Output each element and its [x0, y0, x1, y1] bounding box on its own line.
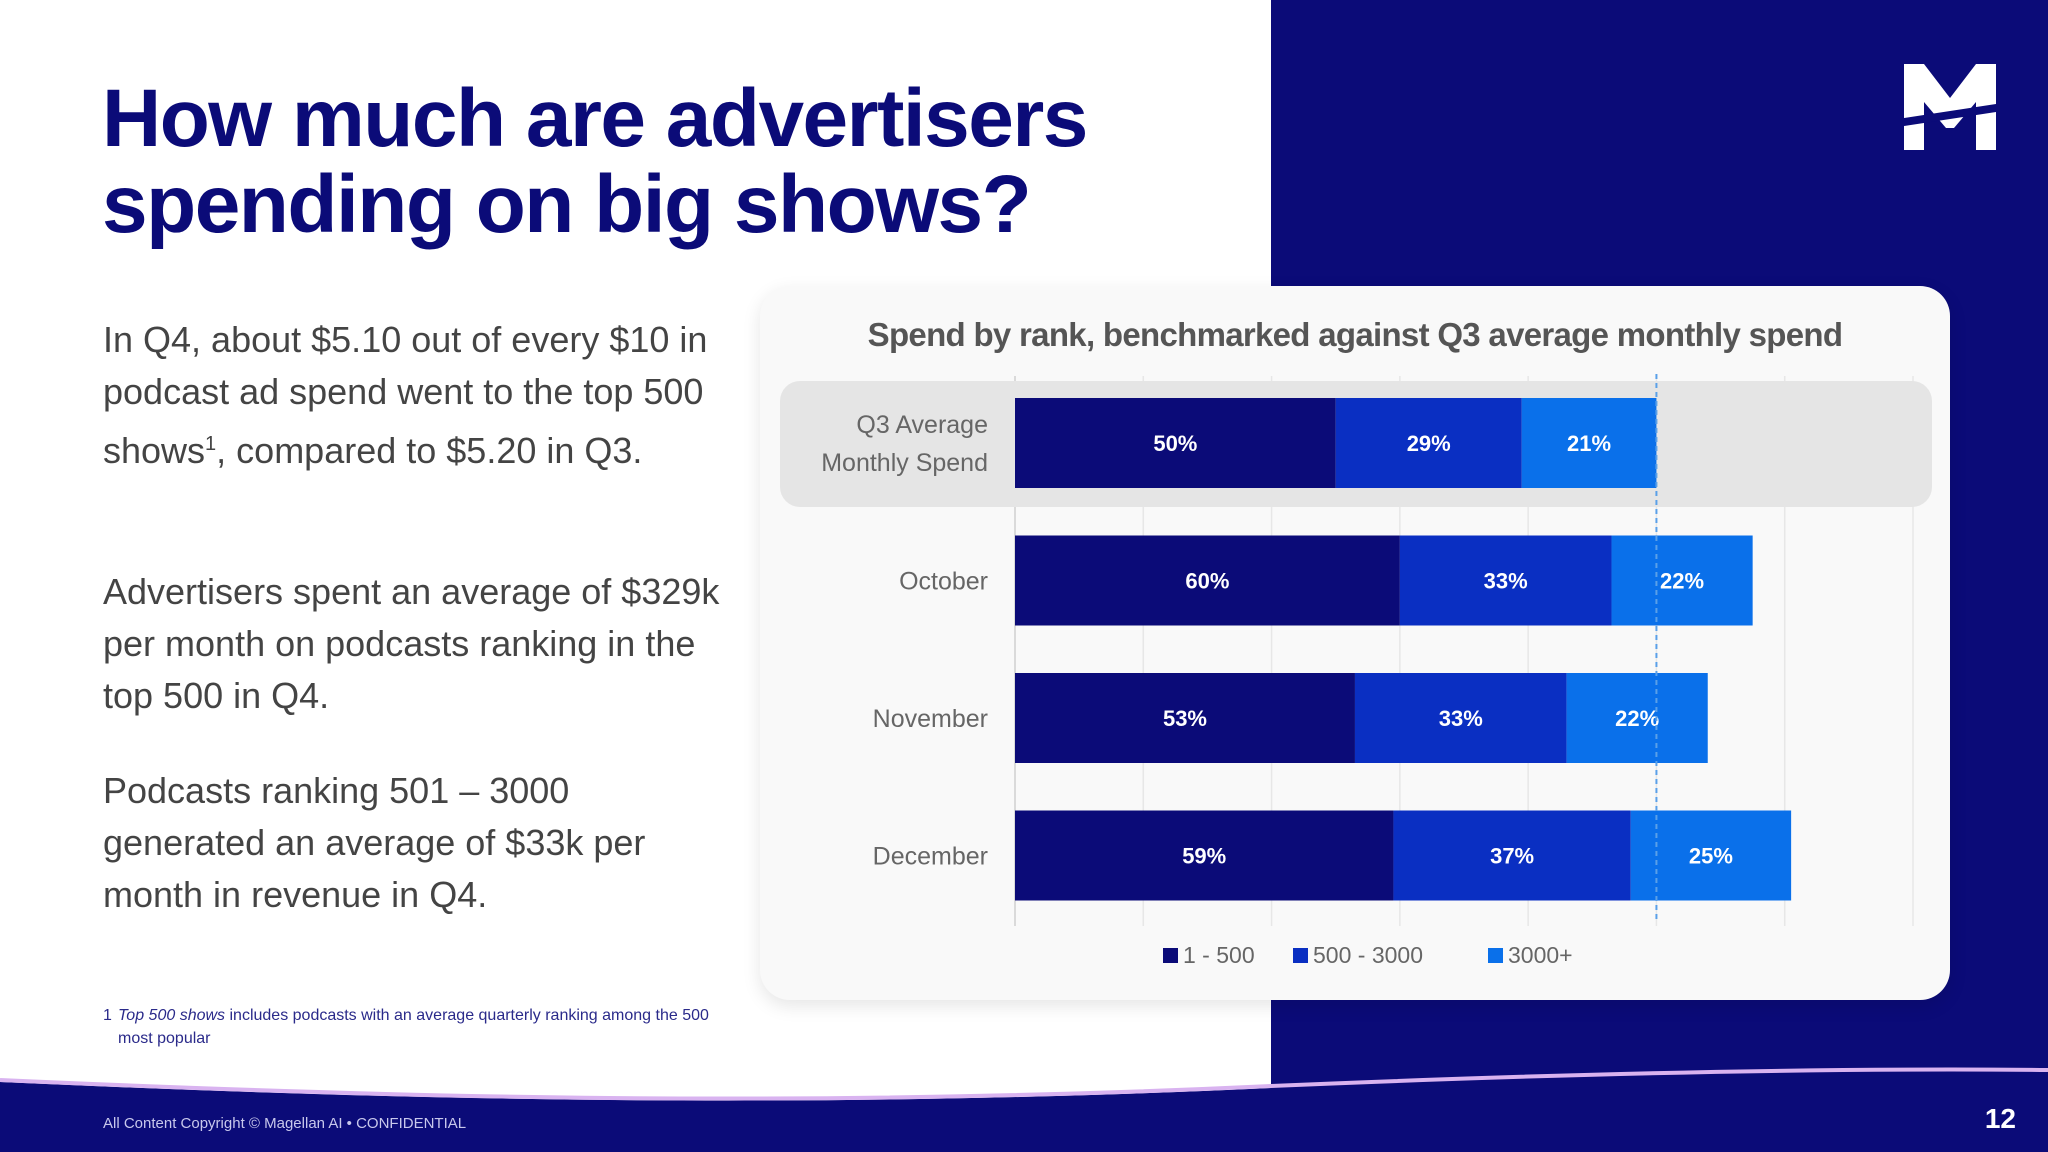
category-label: October [899, 568, 988, 596]
page-title: How much are advertisers spending on big… [102, 76, 1242, 248]
bar-value-label: 59% [1182, 844, 1226, 869]
bar-segment [1611, 535, 1753, 626]
category-label: November [873, 705, 988, 733]
bar-value-label: 53% [1163, 706, 1207, 731]
legend-swatch [1293, 948, 1308, 963]
footnote-italic: Top 500 shows [118, 1007, 226, 1024]
summary-paragraph-1-text: In Q4, about $5.10 out of every $10 in p… [103, 319, 708, 471]
summary-paragraph-1: In Q4, about $5.10 out of every $10 in p… [103, 314, 723, 477]
bar-segment [1015, 673, 1355, 763]
legend-label: 500 - 3000 [1313, 942, 1423, 968]
legend-swatch [1488, 948, 1503, 963]
summary-paragraph-2: Advertisers spent an average of $329k pe… [103, 571, 720, 716]
bar-segment [1393, 810, 1631, 901]
bar-value-label: 21% [1567, 431, 1611, 456]
legend-swatch [1163, 948, 1178, 963]
summary-paragraph-1-tail: , compared to $5.20 in Q3. [216, 430, 643, 471]
bar-segment [1015, 810, 1394, 901]
bar-segment [1566, 673, 1708, 763]
legend-label: 1 - 500 [1183, 942, 1255, 968]
page-title-line-1: How much are advertisers [102, 73, 1088, 164]
bar-value-label: 22% [1660, 569, 1704, 594]
magellan-logo-icon [1904, 64, 1996, 150]
bar-value-label: 60% [1185, 569, 1229, 594]
bar-segment [1630, 810, 1792, 901]
page-title-line-2: spending on big shows? [102, 159, 1032, 250]
page-number: 12 [1984, 1103, 2016, 1134]
copyright-notice: All Content Copyright © Magellan AI • CO… [103, 1115, 467, 1132]
bar-value-label: 33% [1484, 569, 1528, 594]
bar-segment [1015, 398, 1336, 488]
footnote-body: includes podcasts with an average quarte… [118, 1007, 709, 1047]
stacked-bar-chart: 50% 29% 21% Q3 Average Monthly Spend 60% 33% 22… [780, 374, 1932, 968]
bar-value-label: 33% [1439, 706, 1483, 731]
category-label: December [873, 843, 988, 871]
summary-paragraph-3: Podcasts ranking 501 – 3000 generated an… [103, 770, 646, 915]
footnote-marker: 1 [205, 433, 217, 455]
category-label: Q3 Average [856, 411, 988, 439]
legend-label: 3000+ [1508, 942, 1573, 968]
bar-value-label: 22% [1615, 706, 1659, 731]
bar-value-label: 25% [1689, 844, 1733, 869]
bar-segment [1521, 398, 1657, 488]
category-label: Monthly Spend [821, 449, 988, 477]
bar-segment [1335, 398, 1522, 488]
bar-segment [1015, 535, 1400, 626]
bar-value-label: 29% [1407, 431, 1451, 456]
bar-segment [1399, 535, 1612, 626]
footnote-number: 1 [103, 1007, 112, 1024]
footnote-text: Top 500 shows includes podcasts with an … [118, 1004, 723, 1050]
footer-wave [0, 1067, 2048, 1152]
bar-value-label: 37% [1490, 844, 1534, 869]
bar-value-label: 50% [1153, 431, 1197, 456]
chart-card: Spend by rank, benchmarked against Q3 av… [760, 286, 1950, 1000]
bar-segment [1354, 673, 1567, 763]
footnote: 1 Top 500 shows includes podcasts with a… [103, 1004, 723, 1050]
chart-title: Spend by rank, benchmarked against Q3 av… [867, 316, 1843, 353]
